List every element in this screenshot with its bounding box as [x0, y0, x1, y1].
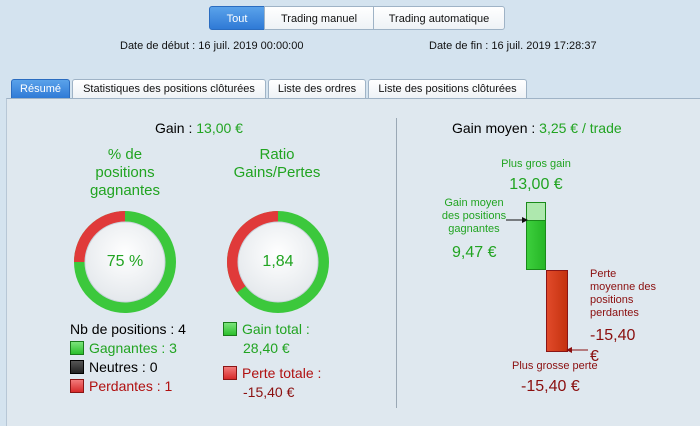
- biggest-loss-label: Plus grosse perte: [512, 360, 598, 372]
- avg-loss-label-line-4: perdantes: [590, 307, 639, 319]
- start-date: Date de début : 16 juil. 2019 00:00:00: [120, 40, 304, 52]
- win-title-line-1: % de: [107, 146, 143, 163]
- avg-win-label: Gain moyen des positions gagnantes: [432, 197, 516, 236]
- win-pct-title: % de positions gagnantes: [60, 146, 190, 200]
- avg-loss-label-line-2: moyenne des: [590, 281, 657, 293]
- avg-gain-value: 3,25 € / trade: [539, 120, 622, 136]
- biggest-gain-value: 13,00 €: [509, 176, 563, 193]
- win-title-line-3: gagnantes: [89, 182, 161, 199]
- win-pct-value: 75 %: [106, 253, 144, 270]
- gain-label: Gain :: [155, 120, 193, 136]
- avg-gain-row: Gain moyen : 3,25 € / trade: [452, 120, 622, 136]
- avg-loss-label-line-1: Perte: [590, 268, 617, 280]
- gain-total: Gain total :: [223, 320, 321, 339]
- green-square-icon: [70, 341, 84, 355]
- win-pct-donut: [74, 211, 176, 313]
- tab-closed-stats[interactable]: Statistiques des positions clôturées: [72, 79, 266, 98]
- avg-win-bar: [526, 220, 546, 270]
- tab-manual-trading-button[interactable]: Trading manuel: [264, 6, 374, 30]
- avg-loss-unit: €: [590, 348, 599, 365]
- panel-divider: [396, 118, 397, 408]
- avg-loss-bar: [546, 270, 568, 352]
- tab-all-button[interactable]: Tout: [209, 6, 265, 30]
- gain-total-value: 28,40 €: [243, 340, 290, 356]
- loss-total-value: -15,40 €: [243, 384, 295, 400]
- winners-label: Gagnantes : 3: [89, 340, 177, 356]
- ratio-donut: [227, 211, 329, 313]
- loss-total: Perte totale :: [223, 364, 321, 383]
- gain-row: Gain : 13,00 €: [155, 120, 243, 136]
- avg-win-label-line-2: des positions: [441, 210, 507, 222]
- legend-winners: Gagnantes : 3: [70, 339, 186, 358]
- avg-loss-value: -15,40: [590, 327, 636, 344]
- totals-legend: Gain total : 28,40 € Perte totale : -15,…: [223, 320, 321, 402]
- arrow-left-icon: [566, 347, 588, 353]
- biggest-gain-label: Plus gros gain: [501, 158, 571, 170]
- loss-total-label: Perte totale :: [242, 365, 322, 381]
- ratio-title-line-1: Ratio: [259, 146, 295, 163]
- ratio-value: 1,84: [262, 253, 294, 270]
- avg-loss-label-line-3: positions: [590, 294, 634, 306]
- win-title-line-2: positions: [95, 164, 155, 181]
- nb-positions: Nb de positions : 4: [70, 321, 186, 337]
- green-square-icon: [223, 322, 237, 336]
- arrow-right-icon: [506, 217, 528, 223]
- gain-total-label: Gain total :: [242, 321, 310, 337]
- tab-summary[interactable]: Résumé: [11, 79, 70, 98]
- avg-loss-label: Perte moyenne des positions perdantes: [590, 268, 670, 320]
- losers-label: Perdantes : 1: [89, 378, 173, 394]
- ratio-title-line-2: Gains/Pertes: [233, 164, 321, 181]
- legend-neutral: Neutres : 0: [70, 358, 186, 377]
- red-square-icon: [223, 366, 237, 380]
- avg-gain-label: Gain moyen :: [452, 120, 536, 136]
- tab-orders[interactable]: Liste des ordres: [268, 79, 366, 98]
- end-date: Date de fin : 16 juil. 2019 17:28:37: [429, 40, 597, 52]
- positions-legend: Nb de positions : 4 Gagnantes : 3 Neutre…: [70, 320, 186, 396]
- legend-losers: Perdantes : 1: [70, 377, 186, 396]
- avg-win-label-line-3: gagnantes: [448, 223, 500, 235]
- gain-value: 13,00 €: [196, 120, 243, 136]
- dark-square-icon: [70, 360, 84, 374]
- tab-auto-trading-button[interactable]: Trading automatique: [373, 6, 505, 30]
- avg-win-label-line-1: Gain moyen: [444, 197, 504, 209]
- red-square-icon: [70, 379, 84, 393]
- avg-win-value: 9,47 €: [452, 244, 497, 261]
- ratio-title: Ratio Gains/Pertes: [212, 146, 342, 182]
- tab-closed-positions[interactable]: Liste des positions clôturées: [368, 79, 527, 98]
- neutral-label: Neutres : 0: [89, 359, 158, 375]
- biggest-loss-value: -15,40 €: [521, 378, 580, 395]
